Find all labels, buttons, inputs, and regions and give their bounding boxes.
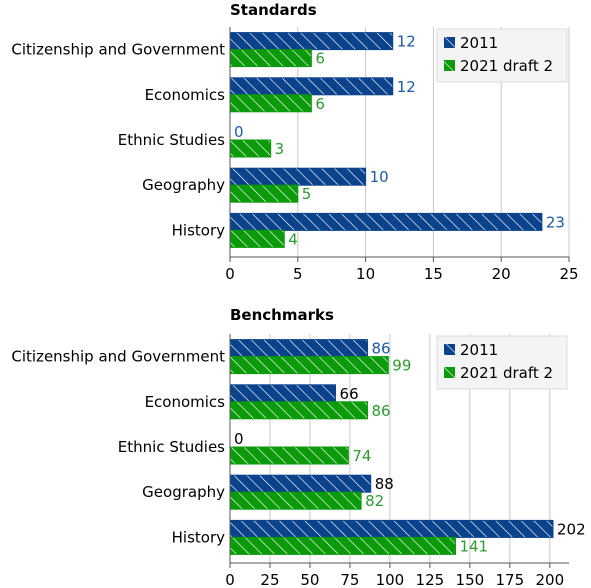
bar-2011-history	[229, 212, 543, 231]
data-label-2021-draft-2-geography: 82	[365, 492, 384, 510]
bar-2021-draft-2-ethnic-studies	[229, 139, 272, 158]
data-label-2011-economics: 12	[397, 78, 416, 96]
data-label-2011-economics: 66	[340, 385, 359, 403]
bar-2011-geography	[229, 167, 367, 186]
data-label-2011-history: 202	[557, 520, 586, 538]
legend-swatch-2011	[444, 37, 455, 48]
tick-label: 5	[293, 265, 303, 283]
tick-label: 125	[416, 571, 445, 588]
tick-label: 25	[559, 265, 578, 283]
bar-2011-geography	[229, 474, 372, 493]
tick-label: 25	[260, 571, 279, 588]
data-label-2011-citizenship-and-government: 86	[372, 340, 391, 358]
data-label-2021-draft-2-history: 4	[288, 230, 298, 248]
legend: 2011 2021 draft 2	[436, 28, 568, 83]
bar-2021-draft-2-economics	[229, 94, 312, 113]
legend-label-2011: 2011	[460, 341, 498, 359]
data-label-2021-draft-2-economics: 6	[315, 95, 325, 113]
tick-label: 15	[424, 265, 443, 283]
category-label-ethnic-studies: Ethnic Studies	[118, 131, 225, 149]
data-label-2021-draft-2-economics: 86	[372, 402, 391, 420]
category-label-history: History	[172, 221, 225, 239]
tick-label: 200	[535, 571, 564, 588]
legend-box	[436, 335, 568, 390]
tick-label: 100	[376, 571, 405, 588]
bar-2011-economics	[229, 384, 337, 403]
standards-chart: Standards 12 6 12 6 0 3 10 5 23 4 0 5 10 15 20 25 Citiz…	[11, 1, 578, 283]
legend-label-2011: 2011	[460, 34, 498, 52]
legend-swatch-2021-draft-2	[444, 367, 455, 378]
bar-2011-economics	[229, 77, 394, 96]
tick-label: 0	[225, 265, 235, 283]
bar-2021-draft-2-geography	[229, 184, 299, 203]
data-label-2011-ethnic-studies: 0	[234, 430, 244, 448]
category-label-geography: Geography	[142, 483, 225, 501]
tick-label: 50	[300, 571, 319, 588]
tick-label: 75	[340, 571, 359, 588]
legend-box	[436, 28, 568, 83]
category-label-ethnic-studies: Ethnic Studies	[118, 438, 225, 456]
data-label-2011-citizenship-and-government: 12	[397, 33, 416, 51]
legend-swatch-2021-draft-2	[444, 60, 455, 71]
tick-label: 10	[356, 265, 375, 283]
data-label-2021-draft-2-citizenship-and-government: 99	[392, 357, 411, 375]
bar-2021-draft-2-citizenship-and-government	[229, 49, 312, 68]
bar-2021-draft-2-citizenship-and-government	[229, 356, 389, 375]
data-label-2021-draft-2-citizenship-and-government: 6	[315, 50, 325, 68]
bars: 12 6 12 6 0 3 10 5 23 4	[229, 32, 565, 248]
category-label-economics: Economics	[145, 393, 226, 411]
data-label-2011-ethnic-studies: 0	[234, 123, 244, 141]
category-label-economics: Economics	[145, 86, 226, 104]
bar-2011-citizenship-and-government	[229, 32, 394, 51]
legend-label-2021-draft-2: 2021 draft 2	[460, 57, 553, 75]
bar-2011-citizenship-and-government	[229, 339, 369, 358]
data-label-2021-draft-2-geography: 5	[302, 185, 312, 203]
legend: 2011 2021 draft 2	[436, 335, 568, 390]
data-label-2021-draft-2-ethnic-studies: 3	[275, 140, 285, 158]
bar-2021-draft-2-geography	[229, 491, 362, 510]
data-label-2011-geography: 88	[375, 475, 394, 493]
tick-label: 150	[456, 571, 485, 588]
data-label-2011-history: 23	[546, 213, 565, 231]
data-label-2011-geography: 10	[370, 168, 389, 186]
chart-title: Standards	[230, 1, 317, 19]
bar-2021-draft-2-history	[229, 536, 456, 555]
bar-2011-history	[229, 519, 554, 538]
bar-2021-draft-2-ethnic-studies	[229, 446, 349, 465]
category-label-history: History	[172, 528, 225, 546]
bar-2021-draft-2-economics	[229, 401, 369, 420]
tick-label: 20	[492, 265, 511, 283]
chart-title: Benchmarks	[230, 306, 334, 324]
data-label-2021-draft-2-history: 141	[459, 537, 488, 555]
axes: 0 25 50 75 100 125 150 175 200 Citizenship and Go…	[11, 334, 569, 588]
data-label-2021-draft-2-ethnic-studies: 74	[352, 447, 371, 465]
category-label-citizenship-and-government: Citizenship and Government	[11, 348, 225, 366]
axes: 0 5 10 15 20 25 Citizenship and Government Econ…	[11, 27, 579, 283]
tick-label: 175	[496, 571, 525, 588]
legend-swatch-2011	[444, 344, 455, 355]
category-label-geography: Geography	[142, 176, 225, 194]
category-label-citizenship-and-government: Citizenship and Government	[11, 41, 225, 59]
bar-2021-draft-2-history	[229, 229, 285, 248]
tick-label: 0	[225, 571, 235, 588]
legend-label-2021-draft-2: 2021 draft 2	[460, 364, 553, 382]
